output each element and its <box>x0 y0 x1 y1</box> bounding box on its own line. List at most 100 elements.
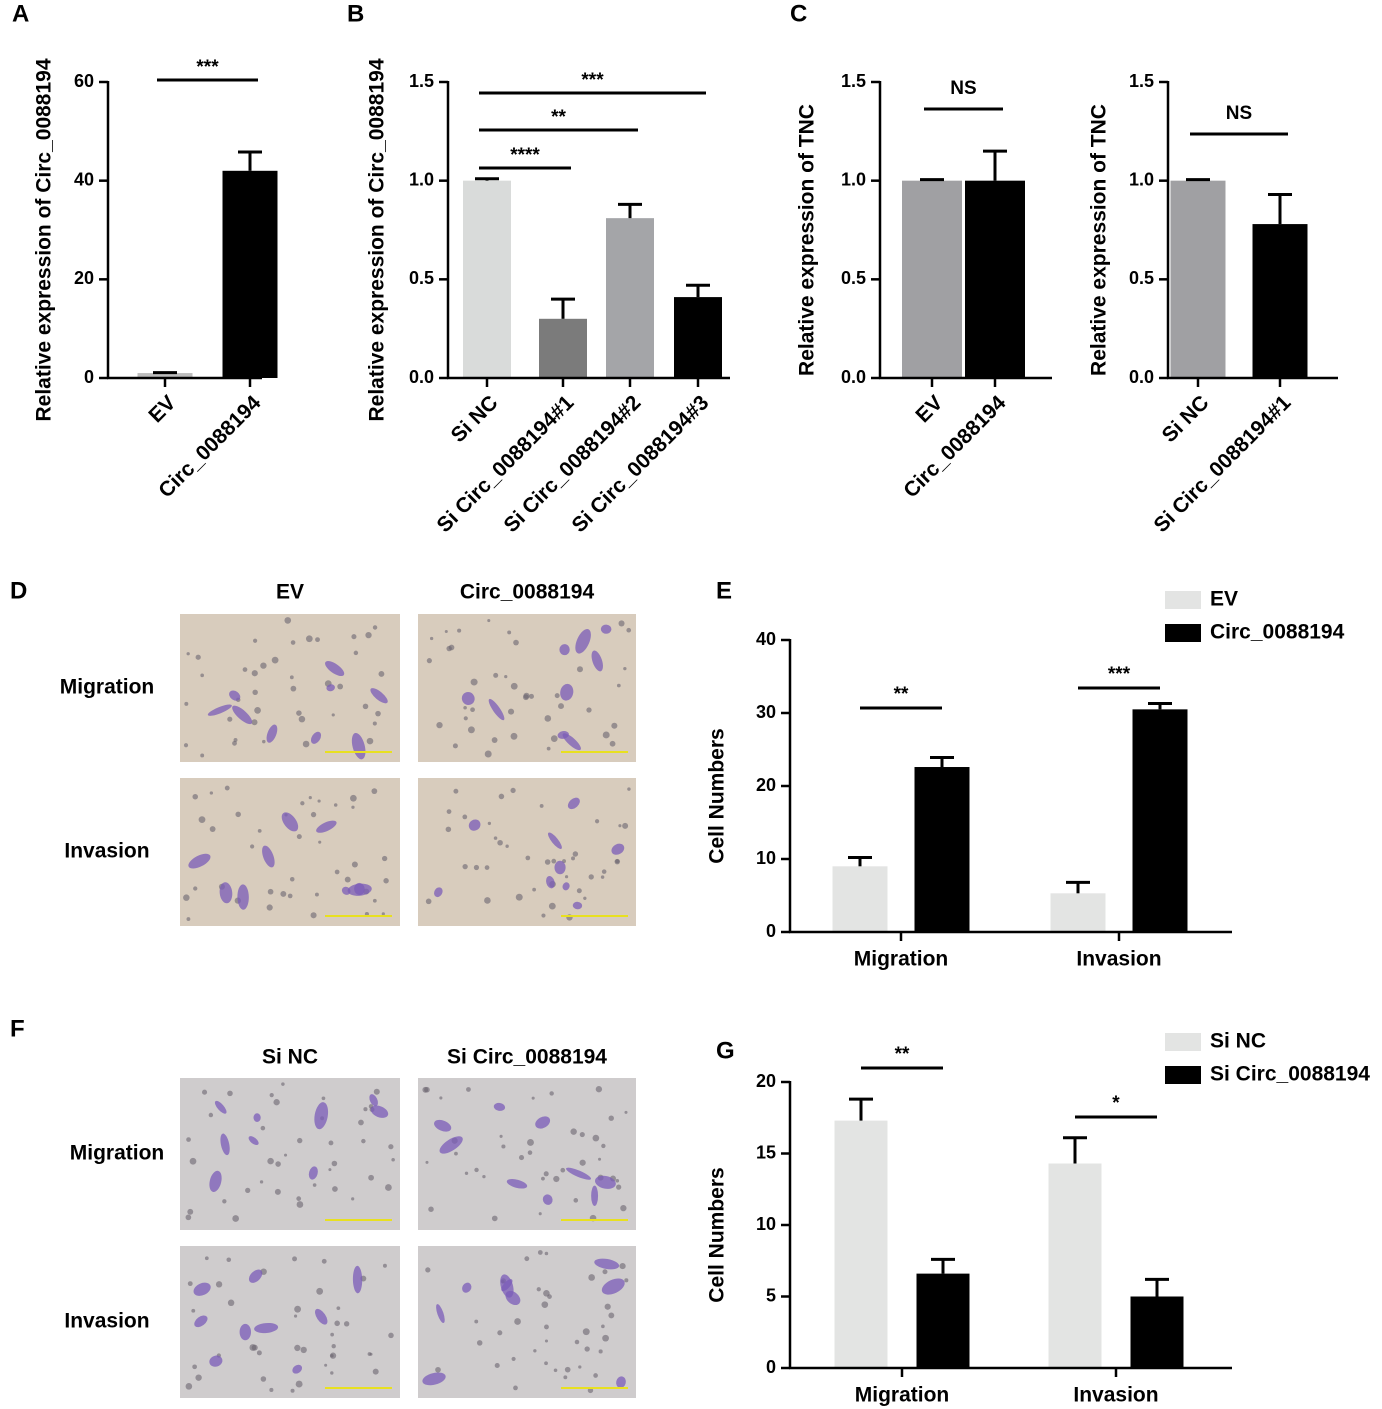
cell-dot <box>553 1175 560 1183</box>
cell-dot <box>183 894 190 901</box>
cell-dot <box>544 1251 549 1256</box>
cell-dot <box>435 1366 441 1373</box>
cell-dot <box>330 1371 334 1375</box>
stained-cell <box>254 1322 279 1334</box>
cell-dot <box>497 839 503 846</box>
cell-dot <box>267 888 274 895</box>
cell-dot <box>604 1303 611 1310</box>
cell-dot <box>372 898 377 903</box>
column-header: Circ_0088194 <box>460 581 595 604</box>
cell-dot <box>513 639 519 646</box>
cell-dot <box>312 1183 317 1187</box>
cell-dot <box>583 896 587 900</box>
stained-cell <box>248 1269 263 1283</box>
bar <box>902 180 962 378</box>
cell-dot <box>463 705 467 710</box>
bar <box>1048 1163 1102 1368</box>
cell-dot <box>294 1344 301 1352</box>
cell-dot <box>425 1160 429 1164</box>
cell-dot <box>315 637 320 643</box>
y-tick-label: 0 <box>766 1357 776 1377</box>
significance-label: **** <box>510 145 540 166</box>
cell-dot <box>235 811 241 818</box>
cell-dot <box>358 1119 364 1126</box>
cell-dot <box>192 1364 197 1370</box>
bar <box>832 866 888 932</box>
cell-dot <box>259 1180 264 1184</box>
cell-dot <box>227 716 233 722</box>
cell-dot <box>328 1140 334 1146</box>
cell-dot <box>484 750 492 758</box>
cell-dot <box>289 876 295 882</box>
cell-dot <box>462 863 468 870</box>
y-tick-label: 1.0 <box>841 169 866 189</box>
cell-dot <box>511 1356 516 1361</box>
stained-cell <box>500 1274 514 1298</box>
cell-dot <box>321 1096 326 1101</box>
significance-label: ** <box>551 107 566 128</box>
y-axis-label: Relative expression of TNC <box>796 104 819 376</box>
cell-dot <box>426 658 432 664</box>
micrograph <box>418 778 636 926</box>
stained-cell <box>546 876 555 889</box>
cell-dot <box>336 1306 341 1311</box>
cell-dot <box>513 1385 518 1391</box>
cell-dot <box>192 793 198 800</box>
cell-dot <box>510 732 518 740</box>
cell-dot <box>487 619 491 623</box>
column-header: Si Circ_0088194 <box>447 1046 607 1069</box>
cell-dot <box>576 888 582 894</box>
panel-label: B <box>347 0 364 27</box>
cell-dot <box>343 1321 350 1327</box>
x-tick-label: Si Circ_0088194#3 <box>568 391 714 537</box>
legend-swatch <box>1165 624 1201 642</box>
stained-cell <box>560 683 574 701</box>
cell-dot <box>598 1157 602 1161</box>
legend-label: Si NC <box>1210 1030 1266 1053</box>
cell-dot <box>227 1299 235 1307</box>
y-tick-label: 1.5 <box>409 71 434 91</box>
cell-dot <box>544 859 551 865</box>
micrograph <box>180 1246 400 1398</box>
legend-swatch <box>1165 591 1201 609</box>
cell-dot <box>381 912 385 916</box>
cell-dot <box>310 811 317 818</box>
cell-dot <box>601 869 607 874</box>
cell-dot <box>337 683 344 690</box>
y-axis-label: Relative expression of TNC <box>1088 104 1111 376</box>
cell-dot <box>446 645 452 652</box>
cell-dot <box>351 634 357 640</box>
cell-dot <box>572 851 579 857</box>
y-tick-label: 0.5 <box>409 268 434 288</box>
y-tick-label: 40 <box>756 629 776 649</box>
cell-dot <box>295 1380 303 1388</box>
x-tick-label: EV <box>911 391 947 427</box>
cell-dot <box>564 875 569 879</box>
stained-cell <box>616 1376 626 1389</box>
cell-dot <box>586 707 592 713</box>
stained-cell <box>594 1258 620 1270</box>
bar <box>606 218 654 378</box>
y-axis-label: Cell Numbers <box>706 728 729 863</box>
cell-dot <box>584 1346 590 1352</box>
cell-dot <box>254 707 261 714</box>
cell-dot <box>594 819 600 824</box>
stained-cell <box>601 1278 625 1295</box>
cell-dot <box>424 1086 430 1093</box>
cell-dot <box>445 826 452 833</box>
y-tick-label: 20 <box>756 775 776 795</box>
cell-dot <box>300 801 305 806</box>
y-tick-label: 1.0 <box>1129 169 1154 189</box>
cell-dot <box>579 1159 586 1166</box>
cell-dot <box>504 675 508 679</box>
bar <box>1132 709 1188 932</box>
cell-dot <box>544 1324 549 1330</box>
stained-cell <box>237 884 249 910</box>
bar <box>222 170 278 378</box>
stained-cell <box>194 1315 208 1328</box>
cell-dot <box>251 670 258 677</box>
y-axis-label: Cell Numbers <box>706 1167 729 1302</box>
y-tick-label: 15 <box>756 1142 776 1162</box>
cell-dot <box>544 1361 548 1366</box>
cell-dot <box>324 1363 328 1367</box>
